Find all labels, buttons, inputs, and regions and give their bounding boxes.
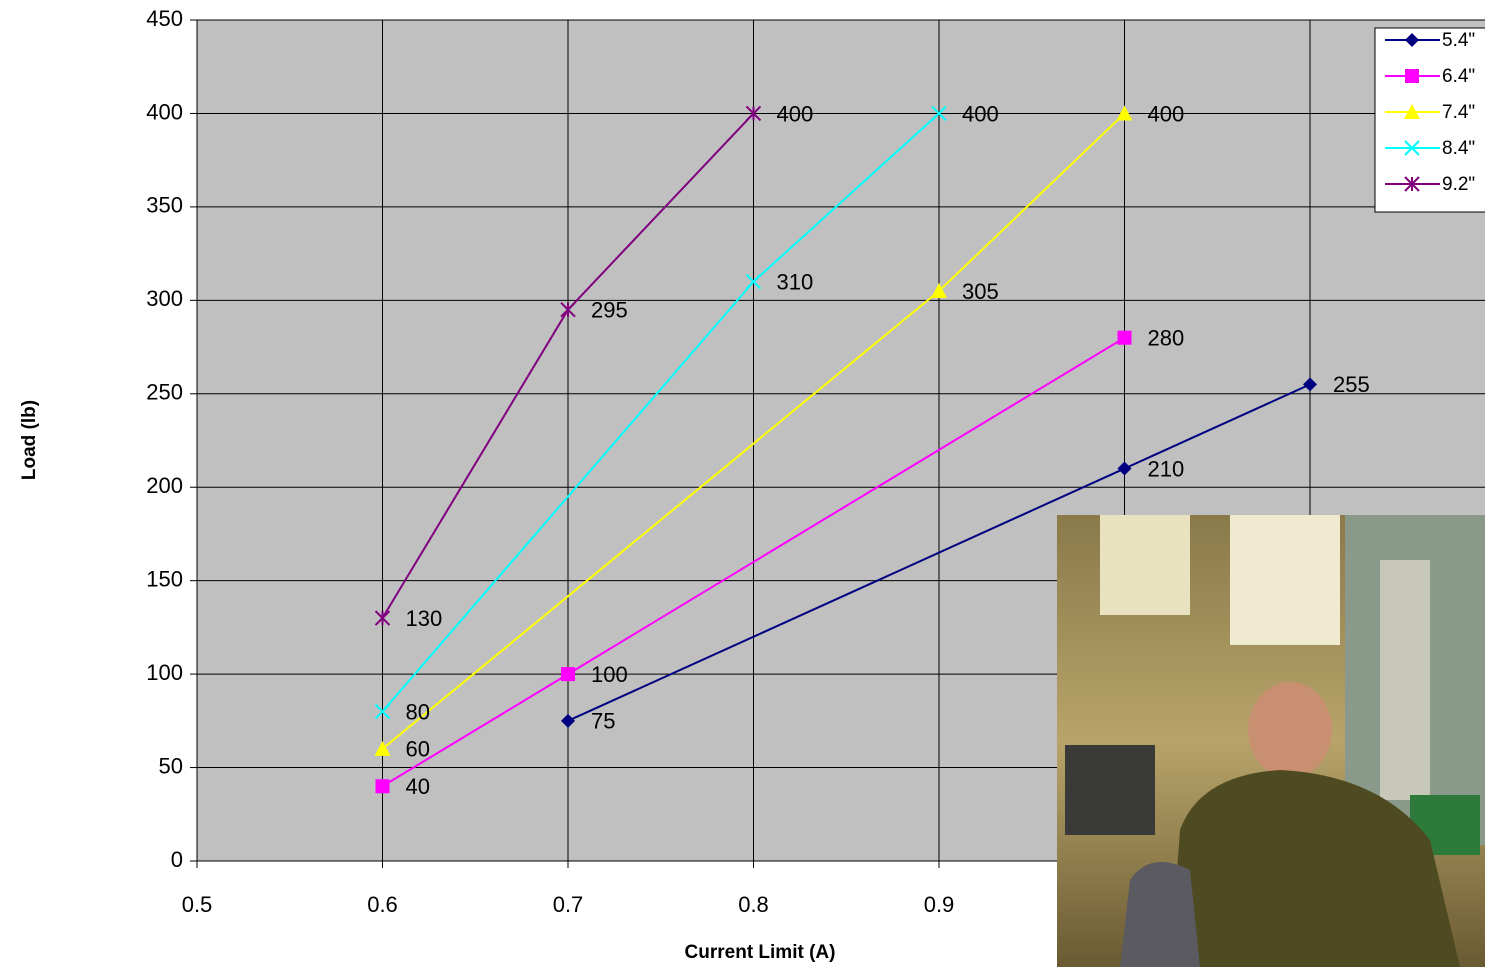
x-tick-label: 0.6 [367,892,398,917]
y-tick-label: 150 [146,566,183,591]
legend-label: 6.4" [1442,66,1475,87]
data-label: 305 [962,279,999,304]
y-tick-label: 300 [146,286,183,311]
photo-chair [1120,862,1200,967]
y-tick-label: 50 [159,753,183,778]
data-label: 40 [406,774,430,799]
data-label: 100 [591,662,628,687]
data-label: 295 [591,297,628,322]
x-tick-label: 0.8 [738,892,769,917]
y-tick-label: 100 [146,660,183,685]
photo-window [1230,515,1340,645]
y-tick-label: 200 [146,473,183,498]
y-tick-label: 450 [146,6,183,31]
marker [1405,69,1419,83]
data-label: 310 [777,269,814,294]
data-label: 130 [406,606,443,631]
legend-label: 8.4" [1442,138,1475,159]
photo-machine-column [1380,560,1430,800]
marker [376,779,390,793]
y-tick-label: 350 [146,193,183,218]
photo-window [1100,515,1190,615]
legend: 5.4" 6.4" 7.4" 8.4" 9.2" [1375,28,1485,212]
data-label: 80 [406,699,430,724]
page: {"chart_data": { "type": "line", "x_labe… [0,0,1485,967]
chart: 0 50 100 150 200 250 300 350 400 450 0.5 0.6 0.7 0.8 0… [0,0,1485,967]
y-tick-label: 0 [171,847,183,872]
x-tick-label: 0.9 [924,892,955,917]
legend-label: 9.2" [1442,174,1475,195]
x-tick-label: 0.7 [553,892,584,917]
data-label: 210 [1148,456,1185,481]
data-label: 255 [1333,372,1370,397]
data-label: 280 [1148,326,1185,351]
y-axis-title: Load (lb) [19,400,40,480]
photo [1057,515,1485,967]
marker [1118,331,1132,345]
legend-label: 7.4" [1442,102,1475,123]
data-label: 400 [1148,101,1185,126]
marker [561,667,575,681]
y-tick-label: 400 [146,99,183,124]
x-axis-title: Current Limit (A) [685,942,836,963]
data-label: 60 [406,737,430,762]
data-label: 400 [777,101,814,126]
photo-equipment [1065,745,1155,835]
x-tick-label: 0.5 [182,892,213,917]
y-tick-label: 250 [146,380,183,405]
data-label: 75 [591,709,615,734]
data-label: 400 [962,101,999,126]
photo-head [1248,682,1332,778]
legend-label: 5.4" [1442,30,1475,51]
